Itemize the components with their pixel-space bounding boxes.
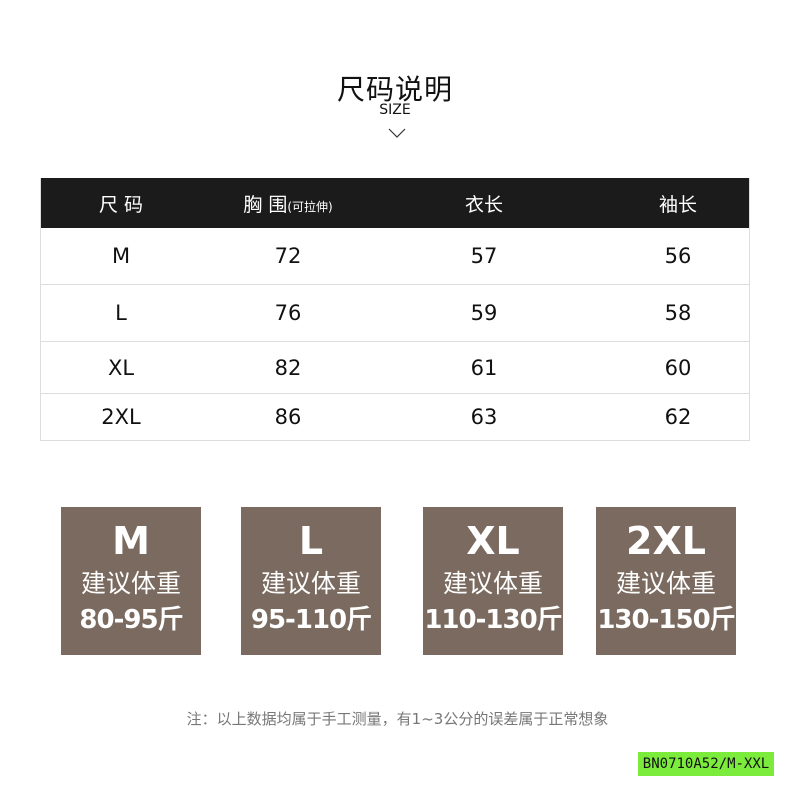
cell-chest: 72 bbox=[274, 244, 302, 268]
cell-chest: 76 bbox=[274, 301, 302, 325]
size-card-xl: XL 建议体重 110-130斤 bbox=[423, 507, 563, 655]
cell-chest: 82 bbox=[274, 355, 302, 380]
cell-size: M bbox=[111, 244, 131, 268]
table-header: 尺 码 胸 围(可拉伸) 衣长 袖长 bbox=[41, 178, 749, 228]
card-size: 2XL bbox=[626, 519, 706, 563]
card-size: L bbox=[298, 519, 324, 563]
column-header-length: 衣长 bbox=[464, 193, 504, 216]
product-code-badge: BN0710A52/M-XXL bbox=[638, 752, 774, 776]
cell-sleeve: 56 bbox=[664, 244, 692, 268]
cell-size: 2XL bbox=[101, 405, 141, 429]
cell-length: 63 bbox=[470, 405, 498, 429]
card-weight: 110-130斤 bbox=[424, 605, 562, 635]
card-label: 建议体重 bbox=[615, 569, 716, 598]
measurement-note: 注：以上数据均属于手工测量，有1~3公分的误差属于正常想象 bbox=[186, 710, 609, 728]
cell-length: 59 bbox=[470, 301, 498, 325]
column-header-chest: 胸 围(可拉伸) bbox=[243, 193, 333, 216]
cell-sleeve: 62 bbox=[664, 405, 692, 429]
cell-sleeve: 58 bbox=[664, 301, 692, 325]
size-card-m: M 建议体重 80-95斤 bbox=[61, 507, 201, 655]
cell-sleeve: 60 bbox=[664, 355, 692, 380]
card-weight: 95-110斤 bbox=[250, 605, 372, 635]
card-label: 建议体重 bbox=[260, 569, 361, 598]
size-card-2xl: 2XL 建议体重 130-150斤 bbox=[596, 507, 736, 655]
size-card-l: L 建议体重 95-110斤 bbox=[241, 507, 381, 655]
card-weight: 80-95斤 bbox=[79, 605, 183, 635]
page-title: 尺码说明 bbox=[336, 73, 453, 106]
cell-size: XL bbox=[107, 355, 135, 380]
card-size: M bbox=[112, 519, 150, 563]
table-row: M 72 57 56 bbox=[41, 228, 749, 285]
cell-chest: 86 bbox=[274, 405, 302, 429]
size-table: 尺 码 胸 围(可拉伸) 衣长 袖长 M 72 57 56 L 76 59 58… bbox=[40, 178, 750, 441]
table-row: 2XL 86 63 62 bbox=[41, 394, 749, 440]
column-header-size: 尺 码 bbox=[98, 193, 144, 216]
chevron-down-icon bbox=[388, 128, 406, 138]
column-header-sleeve: 袖长 bbox=[658, 193, 698, 216]
page-subtitle: SIZE bbox=[379, 102, 411, 118]
table-row: L 76 59 58 bbox=[41, 285, 749, 342]
cell-size: L bbox=[115, 301, 127, 325]
table-row: XL 82 61 60 bbox=[41, 342, 749, 394]
card-weight: 130-150斤 bbox=[597, 605, 735, 635]
card-size: XL bbox=[466, 519, 520, 563]
cell-length: 57 bbox=[470, 244, 498, 268]
card-label: 建议体重 bbox=[80, 569, 181, 598]
cell-length: 61 bbox=[470, 355, 498, 380]
card-label: 建议体重 bbox=[442, 569, 543, 598]
